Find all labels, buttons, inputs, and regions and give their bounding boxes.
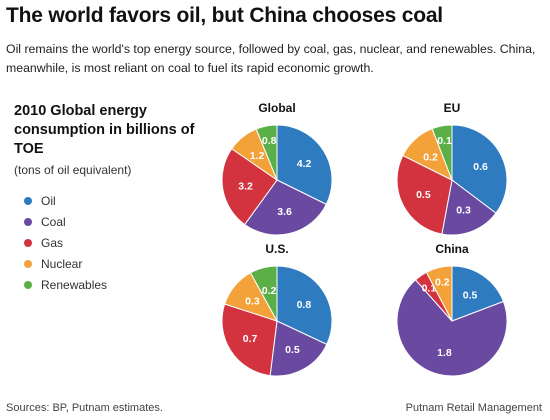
pie-value-label-eu-gas: 0.5 <box>416 189 431 201</box>
units-note: (tons of oil equivalent) <box>14 163 132 177</box>
page-subtitle: Oil remains the world's top energy sourc… <box>6 42 536 75</box>
legend-label-renewables: Renewables <box>41 277 108 292</box>
pie-u-s: U.S. 0.8 0.5 0.7 0.30.2 <box>221 242 333 377</box>
pie-title-eu: EU <box>444 101 461 115</box>
nuclear-dot-icon <box>24 259 32 268</box>
pie-slice-china-nuclear <box>425 265 453 322</box>
legend-label-coal: Coal <box>41 214 66 229</box>
pie-slice-eu-coal <box>441 179 497 236</box>
coal-dot-icon <box>24 217 32 226</box>
pie-title-china: China <box>435 242 469 256</box>
pie-value-label-u-s-gas: 0.7 <box>243 333 258 345</box>
page-title: The world favors oil, but China chooses … <box>6 4 443 27</box>
pie-value-label-global-gas: 3.2 <box>238 180 253 192</box>
pie-value-label-u-s-oil: 0.8 <box>297 299 312 311</box>
legend-label-gas: Gas <box>41 235 64 250</box>
pie-value-label-u-s-renewables: 0.2 <box>262 285 277 297</box>
pie-value-label-global-coal: 3.6 <box>277 206 292 218</box>
legend-label-oil: Oil <box>41 193 56 208</box>
pie-slice-u-s-gas <box>221 303 278 377</box>
pie-slice-u-s-renewables <box>249 265 278 322</box>
renewables-dot-icon <box>24 280 32 289</box>
pie-title-global: Global <box>258 101 295 115</box>
pie-slice-global-renewables <box>255 124 278 181</box>
pie-slice-eu-renewables <box>431 124 453 181</box>
pie-value-label-global-oil: 4.2 <box>297 158 312 170</box>
legend-item-renewables: Renewables <box>24 274 107 295</box>
pie-title-u-s: U.S. <box>265 242 288 256</box>
pie-slice-eu-oil <box>451 124 508 214</box>
pie-slice-u-s-oil <box>276 265 333 346</box>
legend-item-coal: Coal <box>24 211 107 232</box>
sources-note: Sources: BP, Putnam estimates. <box>6 402 163 414</box>
pie-global: Global 4.2 3.6 3.2 1.2 0.8 <box>221 101 333 236</box>
gas-dot-icon <box>24 238 32 247</box>
pie-slice-china-coal <box>396 279 508 377</box>
oil-dot-icon <box>24 196 32 205</box>
legend-item-oil: Oil <box>24 190 107 211</box>
pie-eu: EU 0.6 0.3 0.5 0.2 0.1 <box>396 101 508 236</box>
pie-china: China 0.5 1.8 0.10.2 <box>396 242 508 377</box>
legend-item-gas: Gas <box>24 232 107 253</box>
pie-slice-eu-gas <box>396 154 453 235</box>
legend-heading: 2010 Global energy consumption in billio… <box>14 103 195 157</box>
pie-slice-global-oil <box>276 124 333 206</box>
pie-value-label-china-oil: 0.5 <box>463 290 478 302</box>
pie-value-label-eu-coal: 0.3 <box>456 205 471 217</box>
pie-slice-global-gas <box>221 148 278 226</box>
legend: Oil Coal Gas Nuclear Renewables <box>24 190 107 295</box>
pie-value-label-global-renewables: 0.8 <box>262 135 277 147</box>
legend-label-nuclear: Nuclear <box>41 256 83 271</box>
pie-value-label-u-s-nuclear: 0.3 <box>245 296 260 308</box>
credit-note: Putnam Retail Management <box>405 402 542 414</box>
pie-slice-u-s-coal <box>269 320 328 377</box>
pie-value-label-china-nuclear: 0.2 <box>435 277 450 289</box>
pie-value-label-eu-renewables: 0.1 <box>437 135 452 147</box>
pie-slice-china-oil <box>451 265 505 322</box>
pie-value-label-china-gas: 0.1 <box>422 283 437 295</box>
pie-slice-global-coal <box>243 179 327 236</box>
pie-value-label-global-nuclear: 1.2 <box>250 150 265 162</box>
pie-value-label-china-coal: 1.8 <box>437 347 452 359</box>
pie-value-label-eu-nuclear: 0.2 <box>423 151 438 163</box>
pie-value-label-u-s-coal: 0.5 <box>285 344 300 356</box>
pie-value-label-eu-oil: 0.6 <box>473 161 488 173</box>
legend-item-nuclear: Nuclear <box>24 253 107 274</box>
